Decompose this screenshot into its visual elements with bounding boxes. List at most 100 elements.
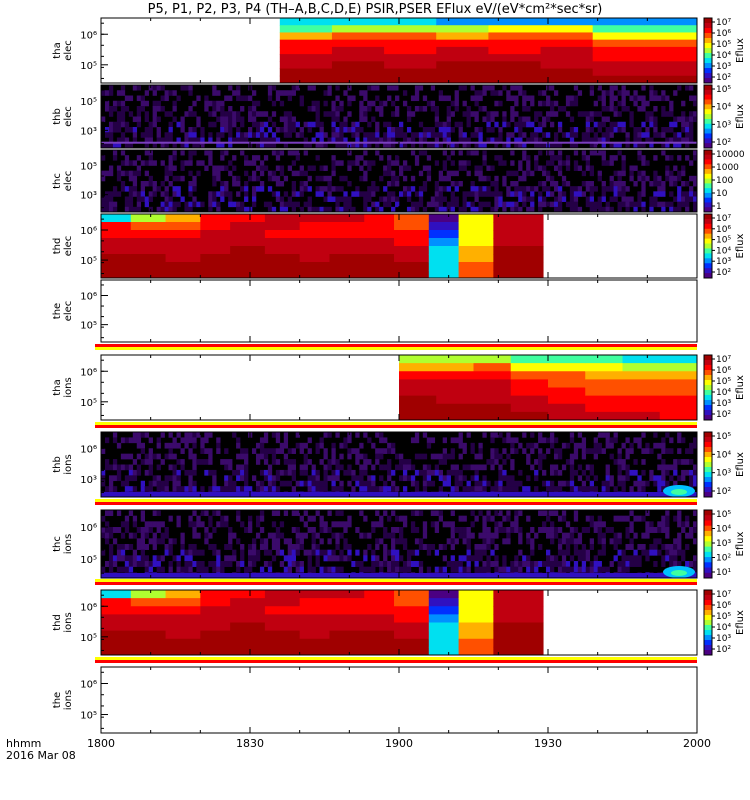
colorbar-tick-label: 10000 bbox=[716, 150, 745, 160]
spectrogram-cell bbox=[526, 116, 531, 123]
spectrogram-cell bbox=[649, 196, 654, 202]
spectrogram-cell bbox=[383, 170, 388, 177]
spectrogram-cell bbox=[601, 160, 606, 166]
colorbar-segment bbox=[704, 625, 712, 631]
spectrogram-cell bbox=[299, 186, 304, 192]
spectrogram-cell bbox=[399, 555, 404, 562]
spectrogram-cell bbox=[573, 160, 579, 166]
spectrogram-cell bbox=[685, 201, 690, 208]
spectrogram-cell bbox=[224, 186, 229, 192]
spectrogram-cell bbox=[561, 160, 567, 166]
spectrogram-cell bbox=[540, 25, 594, 33]
spectrogram-cell bbox=[236, 127, 241, 133]
spectrogram-cell bbox=[661, 527, 666, 533]
spectrogram-cell bbox=[589, 201, 594, 208]
spectrogram-cell bbox=[375, 186, 380, 192]
spectrogram-cell bbox=[148, 486, 153, 492]
spectrogram-cell bbox=[474, 196, 479, 202]
spectrogram-cell bbox=[168, 544, 173, 550]
spectrogram-cell bbox=[609, 196, 614, 202]
spectrogram-cell bbox=[228, 142, 233, 149]
spectrogram-cell bbox=[474, 95, 479, 102]
spectrogram-cell bbox=[565, 538, 571, 545]
spectrogram-cell bbox=[383, 201, 388, 208]
spectrogram-cell bbox=[428, 222, 460, 231]
spectrogram-cell bbox=[275, 127, 281, 133]
spectrogram-cell bbox=[422, 469, 428, 476]
spectrogram-cell bbox=[120, 532, 126, 539]
spectrogram-cell bbox=[255, 453, 261, 460]
spectrogram-cell bbox=[526, 442, 531, 449]
spectrogram-cell bbox=[347, 469, 352, 476]
spectrogram-cell bbox=[303, 459, 308, 465]
spectrogram-cell bbox=[553, 527, 559, 533]
spectrogram-cell bbox=[546, 527, 551, 533]
spectrogram-cell bbox=[307, 196, 312, 202]
spectrogram-cell bbox=[359, 566, 364, 573]
spectrogram-cell bbox=[329, 270, 365, 279]
spectrogram-cell bbox=[454, 106, 459, 112]
spectrogram-cell bbox=[617, 538, 622, 545]
spectrogram-cell bbox=[236, 137, 241, 144]
spectrogram-cell bbox=[248, 555, 253, 562]
spectrogram-cell bbox=[220, 155, 225, 161]
spectrogram-cell bbox=[315, 480, 320, 487]
spectrogram-cell bbox=[446, 137, 451, 144]
spectrogram-cell bbox=[418, 106, 424, 112]
spectrogram-cell bbox=[394, 614, 430, 623]
spectrogram-cell bbox=[446, 155, 451, 161]
spectrogram-cell bbox=[311, 475, 316, 482]
spectrogram-cell bbox=[263, 142, 269, 149]
colorbar-segment bbox=[704, 85, 712, 91]
colorbar-segment bbox=[704, 487, 712, 493]
spectrogram-cell bbox=[609, 106, 614, 112]
spectrogram-cell bbox=[406, 196, 412, 202]
spectrogram-cell bbox=[394, 630, 430, 640]
spectrogram-cell bbox=[251, 106, 257, 112]
spectrogram-cell bbox=[101, 606, 132, 615]
spectrogram-cell bbox=[518, 186, 523, 192]
spectrogram-cell bbox=[104, 127, 110, 133]
spectrogram-cell bbox=[130, 590, 167, 599]
spectrogram-cell bbox=[605, 566, 610, 573]
spectrogram-cell bbox=[224, 561, 229, 567]
colorbar-segment bbox=[704, 243, 712, 249]
spectrogram-cell bbox=[279, 480, 285, 487]
spectrogram-cell bbox=[493, 638, 544, 648]
spectrogram-cell bbox=[553, 196, 559, 202]
spectrogram-cell bbox=[486, 480, 491, 487]
spectrogram-cell bbox=[164, 90, 169, 96]
spectrogram-cell bbox=[434, 181, 440, 187]
spectrogram-cell bbox=[136, 111, 142, 117]
spectrogram-cell bbox=[108, 132, 114, 138]
spectrogram-cell bbox=[208, 155, 213, 161]
spectrogram-cell bbox=[548, 371, 586, 380]
spectrogram-cell bbox=[506, 132, 511, 138]
spectrogram-cell bbox=[581, 549, 587, 556]
spectrogram-cell bbox=[108, 127, 114, 133]
spectrogram-cell bbox=[585, 448, 591, 454]
spectrogram-cell bbox=[540, 18, 594, 26]
spectrogram-cell bbox=[283, 510, 289, 516]
spectrogram-cell bbox=[494, 137, 499, 144]
spectrogram-cell bbox=[470, 201, 475, 208]
spectrogram-cell bbox=[597, 515, 602, 522]
spectrogram-cell bbox=[422, 165, 428, 171]
spectrogram-cell bbox=[478, 544, 483, 550]
spectrogram-cell bbox=[391, 544, 396, 550]
spectrogram-cell bbox=[299, 544, 304, 550]
spectrogram-cell bbox=[617, 464, 622, 471]
y-tick-label: 10³ bbox=[80, 191, 97, 202]
spectrogram-cell bbox=[172, 538, 177, 545]
spectrogram-cell bbox=[462, 464, 467, 471]
spectrogram-cell bbox=[538, 464, 543, 471]
x-tick-label: 1800 bbox=[87, 737, 115, 750]
spectrogram-cell bbox=[130, 622, 167, 632]
spectrogram-cell bbox=[101, 646, 132, 656]
spectrogram-cell bbox=[128, 437, 134, 444]
spectrogram-cell bbox=[236, 510, 241, 516]
spectrogram-cell bbox=[478, 95, 483, 102]
spectrogram-cell bbox=[101, 566, 106, 573]
spectrogram-cell bbox=[124, 527, 130, 533]
spectrogram-cell bbox=[613, 170, 618, 177]
